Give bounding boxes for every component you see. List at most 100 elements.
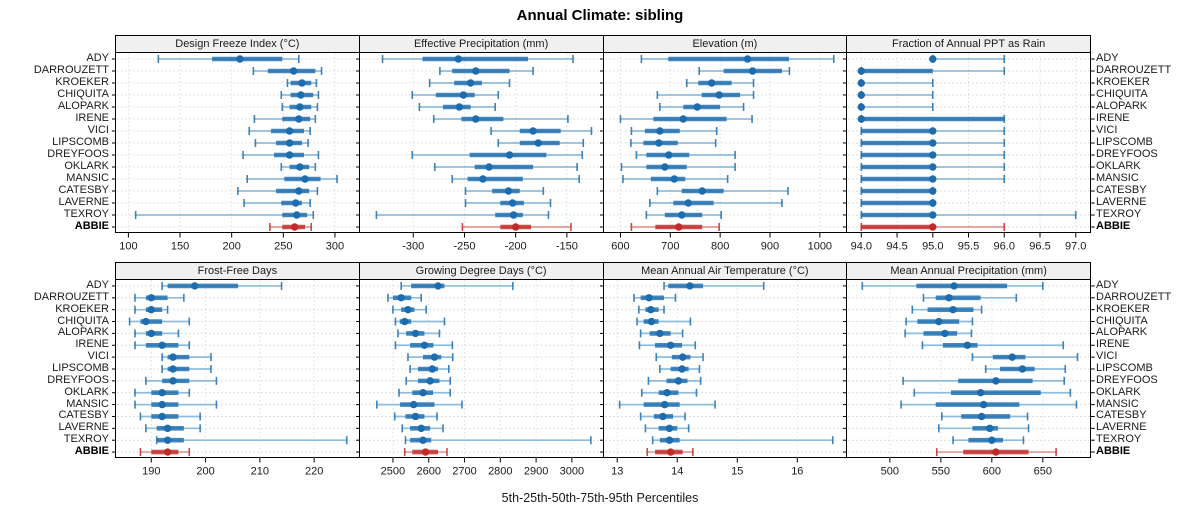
percentile-row-kroeker <box>911 305 983 314</box>
percentile-row-laverne <box>860 199 937 207</box>
percentile-row-alopark <box>281 103 319 111</box>
site-label: MANSIC <box>1096 172 1139 184</box>
site-label: IRENE <box>75 112 109 124</box>
site-label: DREYFOOS <box>47 373 109 386</box>
percentile-row-mansic <box>860 175 1006 183</box>
site-label: IRENE <box>75 338 109 351</box>
percentile-row-ady <box>400 281 514 290</box>
percentile-row-lipscomb <box>497 139 584 147</box>
percentile-row-texroy <box>404 436 592 445</box>
percentile-row-catesby <box>237 187 319 195</box>
horizontal-gridlines <box>355 285 603 453</box>
percentile-row-chiquita <box>394 317 446 326</box>
x-axis: 500 550 600 650 <box>881 458 1052 478</box>
panel-mean-annual-precipitation-mm-: Mean Annual Precipitation (mm) 500 550 600 6… <box>843 262 1095 478</box>
chart-title: Annual Climate: sibling <box>516 7 684 24</box>
site-label: CATESBY <box>1096 184 1147 196</box>
percentile-row-irene <box>638 341 696 350</box>
panel-strip-label: Fraction of Annual PPT as Rain <box>847 36 1090 53</box>
percentile-row-laverne <box>243 199 311 207</box>
percentile-row-dreyfoos <box>145 376 218 385</box>
percentile-row-lipscomb <box>409 365 450 373</box>
svg-text:15: 15 <box>731 466 743 478</box>
percentile-row-alopark <box>658 103 744 111</box>
site-label: LIPSCOMB <box>52 136 109 148</box>
percentile-row-irene <box>134 341 191 350</box>
site-label: ALOPARK <box>1096 100 1148 112</box>
percentile-row-lipscomb <box>161 365 212 373</box>
percentile-row-dreyfoos <box>860 151 1006 159</box>
percentile-row-kroeker <box>286 79 318 87</box>
site-label: MANSIC <box>1096 397 1139 410</box>
percentile-row-abbie <box>269 223 313 231</box>
site-labels-left-row2: ADY DARROUZETT KROEKER CHIQUITA ALOPARK IRENE… <box>0 279 112 457</box>
panel-fraction-of-annual-ppt-as-rain: Fraction of Annual PPT as Rain 94.0 94.5 95… <box>843 35 1095 253</box>
percentile-row-vici <box>406 353 454 362</box>
x-axis: 94.0 94.5 95.0 95.5 96.0 96.5 97.0 <box>851 233 1087 253</box>
percentile-row-mansic <box>246 175 338 183</box>
percentile-row-dreyfoos <box>647 376 701 385</box>
percentile-row-darrouzett <box>386 293 422 302</box>
svg-text:14: 14 <box>671 466 683 478</box>
panel-canvas: 94.0 94.5 95.0 95.5 96.0 96.5 97.0 <box>843 53 1095 253</box>
percentile-row-mansic <box>621 175 728 183</box>
percentile-row-dreyfoos <box>635 151 736 159</box>
site-label: LIPSCOMB <box>1096 136 1153 148</box>
site-label: ADY <box>1096 278 1119 291</box>
site-label: DARROUZETT <box>33 290 109 303</box>
site-label: DARROUZETT <box>1096 64 1172 76</box>
panel-canvas: 100 150 200 250 300 <box>112 53 359 253</box>
percentile-row-darrouzett <box>697 67 790 75</box>
site-label: KROEKER <box>1096 76 1150 88</box>
panel-canvas: 2500 2600 2700 2800 2900 3000 <box>355 280 603 478</box>
percentile-row-chiquita <box>128 317 191 326</box>
site-label: ALOPARK <box>1096 326 1148 339</box>
site-label: TEXROY <box>1096 433 1142 446</box>
svg-text:-250: -250 <box>453 241 475 253</box>
percentile-row-laverne <box>644 424 689 433</box>
svg-text:900: 900 <box>760 241 778 253</box>
percentile-row-lipscomb <box>985 365 1067 373</box>
percentile-row-laverne <box>401 424 444 433</box>
percentile-row-abbie <box>630 223 720 231</box>
percentile-row-catesby <box>393 412 438 421</box>
x-axis: 190 200 210 220 <box>142 458 323 478</box>
percentile-row-lipscomb <box>860 139 1006 147</box>
svg-text:800: 800 <box>710 241 728 253</box>
percentile-row-abbie <box>403 448 448 457</box>
site-label: DARROUZETT <box>33 64 109 76</box>
site-label: OKLARK <box>1096 385 1141 398</box>
svg-text:16: 16 <box>791 466 803 478</box>
panel-strip-label: Growing Degree Days (°C) <box>359 263 603 280</box>
svg-text:96.5: 96.5 <box>1030 241 1051 253</box>
percentile-row-irene <box>394 341 453 350</box>
percentile-row-abbie <box>645 448 694 457</box>
site-labels-right-row1: ADY DARROUZETT KROEKER CHIQUITA ALOPARK IRENE… <box>1093 52 1198 232</box>
percentile-row-abbie <box>461 223 572 231</box>
percentile-row-dreyfoos <box>405 376 451 385</box>
percentile-row-lipscomb <box>254 139 309 147</box>
percentile-row-mansic <box>134 400 218 409</box>
percentile-row-vici <box>971 353 1079 362</box>
percentile-row-vici <box>490 127 593 135</box>
percentile-row-lipscomb <box>629 139 716 147</box>
site-label: IRENE <box>1096 112 1130 124</box>
svg-text:-300: -300 <box>402 241 424 253</box>
panel-strip-label: Effective Precipitation (mm) <box>359 36 603 53</box>
percentile-row-ady <box>161 281 283 290</box>
percentile-row-kroeker <box>134 305 169 314</box>
x-axis: 13 14 15 16 <box>611 458 803 478</box>
site-label: KROEKER <box>1096 302 1150 315</box>
percentile-row-catesby <box>139 412 201 421</box>
panel-effective-precipitation-mm-: Effective Precipitation (mm) -300 -250 -200… <box>355 35 604 253</box>
site-labels-right-row2: ADY DARROUZETT KROEKER CHIQUITA ALOPARK IRENE… <box>1093 279 1198 457</box>
svg-text:600: 600 <box>611 241 629 253</box>
panel-canvas: 600 700 800 900 1000 <box>599 53 847 253</box>
percentile-row-lipscomb <box>658 365 700 373</box>
percentile-row-ady <box>157 55 300 63</box>
svg-text:100: 100 <box>119 241 137 253</box>
panel-canvas: -300 -250 -200 -150 <box>355 53 603 253</box>
percentile-row-texroy <box>134 211 315 219</box>
x-axis: 2500 2600 2700 2800 2900 3000 <box>380 458 584 478</box>
percentile-row-catesby <box>639 412 686 421</box>
